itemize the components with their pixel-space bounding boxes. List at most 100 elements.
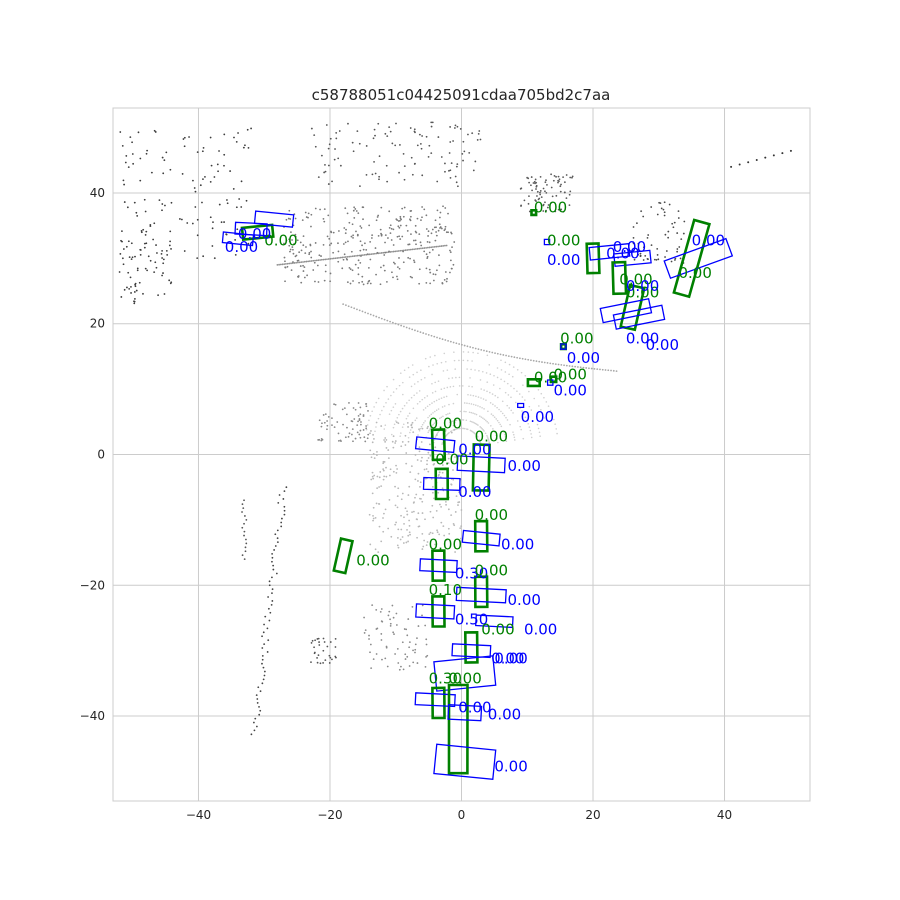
lidar-point	[290, 269, 293, 272]
lidar-point	[380, 317, 383, 320]
lidar-point	[402, 542, 405, 544]
lidar-point	[425, 655, 427, 658]
lidar-point	[387, 449, 390, 451]
lidar-point	[320, 154, 323, 157]
lidar-point	[444, 228, 447, 230]
lidar-point	[374, 516, 377, 519]
lidar-point	[283, 242, 285, 245]
lidar-point	[374, 430, 376, 433]
lidar-point	[538, 431, 541, 434]
lidar-point	[243, 558, 246, 561]
lidar-point	[158, 199, 161, 202]
ground-truth-box	[526, 377, 542, 388]
lidar-point	[492, 428, 494, 430]
lidar-point	[320, 425, 323, 428]
lidar-point	[377, 551, 380, 554]
lidar-point	[409, 533, 411, 536]
lidar-point	[401, 235, 404, 238]
lidar-point	[398, 171, 400, 174]
lidar-point	[490, 413, 493, 415]
lidar-point	[411, 248, 414, 251]
lidar-point	[500, 425, 503, 428]
lidar-point	[419, 143, 422, 145]
lidar-point	[530, 409, 533, 411]
lidar-point	[420, 378, 423, 381]
lidar-point	[470, 420, 473, 423]
lidar-point	[395, 521, 397, 524]
lidar-point	[568, 193, 571, 196]
lidar-point	[370, 237, 373, 239]
lidar-point	[365, 173, 368, 176]
lidar-point	[373, 474, 376, 477]
lidar-point	[365, 427, 368, 430]
lidar-point	[270, 603, 273, 606]
lidar-point	[434, 239, 437, 242]
lidar-point	[449, 259, 452, 262]
lidar-point	[400, 445, 403, 448]
lidar-point	[266, 627, 269, 630]
lidar-point	[407, 494, 410, 496]
lidar-point	[236, 228, 239, 231]
lidar-point	[388, 610, 391, 613]
lidar-point	[285, 239, 288, 242]
grid	[113, 108, 810, 801]
lidar-point	[392, 228, 395, 231]
lidar-point	[357, 273, 360, 276]
lidar-point	[434, 354, 436, 357]
lidar-point	[480, 397, 482, 399]
lidar-point	[469, 394, 472, 396]
lidar-point	[288, 209, 291, 212]
lidar-point	[288, 238, 291, 241]
lidar-point	[542, 210, 545, 212]
lidar-point	[405, 417, 408, 420]
lidar-point	[396, 266, 399, 269]
lidar-point	[395, 624, 398, 626]
lidar-point	[417, 512, 420, 515]
lidar-point	[382, 478, 385, 481]
lidar-point	[541, 361, 543, 363]
lidar-point	[389, 618, 391, 621]
lidar-point	[555, 175, 557, 178]
lidar-point	[510, 355, 513, 358]
lidar-point	[226, 199, 228, 201]
lidar-point	[383, 405, 385, 408]
lidar-point	[370, 478, 373, 481]
lidar-point	[347, 122, 349, 125]
y-tick-label: −40	[80, 709, 105, 723]
lidar-point	[404, 434, 407, 437]
lidar-point	[639, 255, 642, 258]
lidar-point	[399, 238, 402, 240]
lidar-point	[365, 428, 368, 431]
lidar-point	[407, 540, 409, 543]
lidar-point	[469, 420, 472, 423]
lidar-point	[161, 257, 164, 259]
lidar-point	[471, 132, 474, 135]
score-label: 0.00	[567, 349, 600, 367]
lidar-point	[384, 437, 387, 439]
lidar-point	[427, 230, 430, 233]
lidar-point	[139, 253, 142, 256]
lidar-point	[372, 433, 374, 436]
lidar-point	[380, 252, 383, 254]
lidar-point	[454, 419, 456, 422]
lidar-point	[449, 169, 452, 172]
lidar-point	[395, 472, 398, 474]
ground-truth-box	[471, 443, 491, 492]
lidar-point	[134, 282, 137, 285]
lidar-point	[329, 280, 332, 283]
lidar-point	[413, 259, 415, 262]
lidar-point	[409, 210, 412, 212]
lidar-point	[328, 237, 331, 240]
lidar-point	[494, 352, 496, 355]
lidar-point	[125, 245, 128, 248]
lidar-point	[489, 373, 492, 376]
lidar-point	[376, 487, 379, 490]
lidar-point	[468, 411, 471, 414]
lidar-point	[399, 435, 401, 437]
lidar-point	[202, 147, 205, 149]
lidar-point	[437, 245, 439, 248]
lidar-point	[431, 121, 434, 124]
lidar-point	[344, 232, 347, 235]
lidar-point	[356, 424, 359, 427]
score-label: 0.00	[554, 382, 587, 400]
